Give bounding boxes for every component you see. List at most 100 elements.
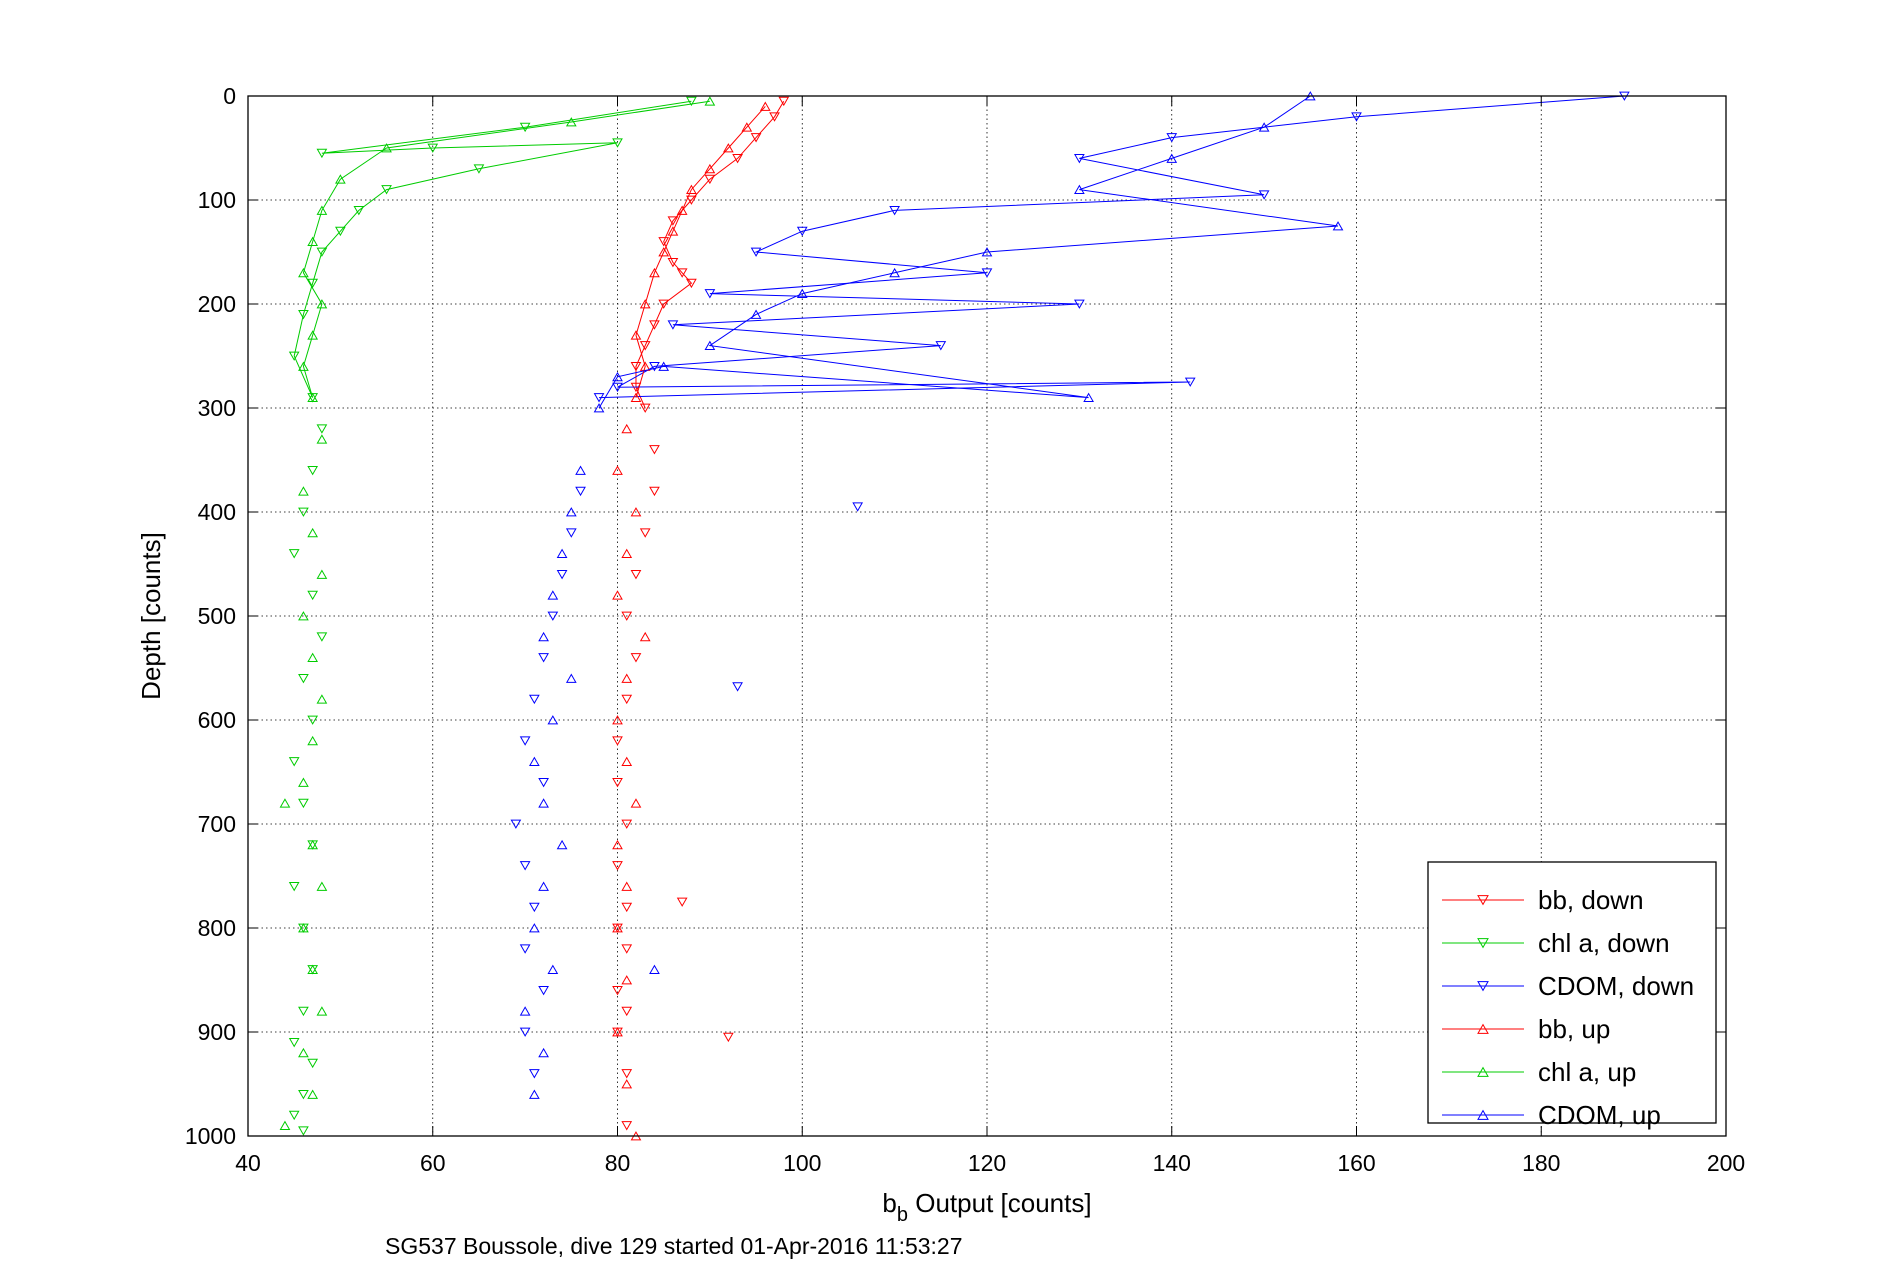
- data-point: [649, 320, 660, 330]
- data-point: [298, 611, 309, 621]
- data-point: [621, 423, 633, 434]
- data-point: [538, 777, 549, 788]
- legend-label: bb, down: [1538, 885, 1644, 915]
- data-point: [288, 1037, 300, 1048]
- data-point: [649, 267, 660, 278]
- data-point: [298, 361, 309, 371]
- data-point: [667, 320, 679, 330]
- data-point: [1074, 299, 1085, 309]
- data-point: [316, 247, 328, 257]
- x-axis-label-main: b: [882, 1188, 896, 1218]
- data-point: [307, 1089, 319, 1099]
- data-point: [298, 267, 309, 278]
- data-point: [547, 611, 559, 621]
- data-point: [288, 549, 300, 559]
- data-point: [621, 548, 633, 559]
- data-point: [621, 673, 633, 683]
- data-point: [1184, 377, 1196, 387]
- series-3: [612, 101, 771, 1141]
- data-point: [565, 117, 577, 127]
- data-point: [639, 341, 651, 351]
- data-point: [732, 153, 743, 164]
- x-tick-label: 80: [605, 1150, 631, 1176]
- data-point: [1332, 221, 1344, 231]
- data-point: [381, 185, 392, 195]
- data-point: [981, 268, 993, 278]
- data-point: [316, 632, 328, 642]
- x-axis-label-rest: Output [counts]: [908, 1188, 1092, 1218]
- data-point: [630, 798, 642, 808]
- data-point: [307, 735, 319, 746]
- y-tick-label: 1000: [185, 1123, 236, 1149]
- legend-marker: [1477, 1023, 1489, 1034]
- data-point: [686, 96, 697, 107]
- data-point: [307, 392, 319, 403]
- data-point: [621, 944, 633, 954]
- data-point: [612, 371, 623, 382]
- legend-marker: [1477, 938, 1489, 949]
- series-line: [635, 100, 785, 409]
- legend-label: bb, up: [1538, 1014, 1610, 1044]
- data-point: [528, 1069, 540, 1079]
- y-tick-label: 200: [198, 291, 236, 317]
- data-point: [528, 694, 540, 705]
- data-point: [750, 309, 762, 319]
- data-point: [316, 424, 328, 434]
- series-line: [302, 100, 710, 398]
- data-point: [519, 861, 531, 871]
- data-point: [307, 839, 319, 850]
- x-tick-label: 140: [1153, 1150, 1191, 1176]
- data-point: [704, 174, 716, 185]
- data-point: [538, 631, 549, 642]
- data-point: [686, 278, 697, 289]
- x-tick-label: 60: [420, 1150, 446, 1176]
- data-point: [704, 163, 716, 174]
- data-point: [676, 205, 688, 215]
- data-point: [519, 122, 531, 133]
- legend-marker: [1477, 981, 1489, 992]
- x-tick-label: 180: [1522, 1150, 1560, 1176]
- data-point: [621, 1079, 633, 1089]
- data-point: [547, 715, 559, 725]
- data-point: [316, 1006, 328, 1016]
- data-point: [307, 236, 319, 247]
- data-point: [686, 184, 697, 195]
- legend-label: chl a, up: [1538, 1057, 1636, 1087]
- data-point: [519, 1006, 531, 1016]
- series-line: [635, 106, 766, 398]
- data-point: [621, 611, 633, 621]
- legend-label: CDOM, down: [1538, 971, 1694, 1001]
- data-point: [316, 148, 328, 159]
- data-point: [316, 694, 328, 704]
- data-point: [353, 205, 365, 216]
- data-point: [381, 143, 392, 153]
- data-point: [1166, 133, 1178, 143]
- data-point: [750, 247, 762, 257]
- data-point: [335, 226, 346, 237]
- data-point: [538, 653, 549, 663]
- data-point: [658, 237, 670, 247]
- x-axis-label: bb Output [counts]: [882, 1188, 1091, 1226]
- data-point: [556, 548, 568, 559]
- data-point: [298, 1126, 309, 1136]
- data-point: [649, 361, 660, 372]
- legend-label: chl a, down: [1538, 928, 1670, 958]
- data-point: [298, 486, 309, 496]
- data-point: [667, 226, 679, 236]
- data-point: [565, 673, 577, 683]
- y-tick-label: 700: [198, 811, 236, 837]
- data-point: [547, 964, 559, 975]
- data-point: [676, 897, 688, 907]
- legend-marker: [1477, 1066, 1489, 1077]
- data-point: [630, 392, 642, 403]
- data-point: [307, 715, 319, 725]
- data-point: [298, 507, 309, 517]
- data-point: [612, 1027, 623, 1037]
- data-point: [593, 393, 605, 403]
- data-point: [612, 861, 623, 871]
- series-4: [279, 96, 716, 1131]
- data-point: [621, 902, 633, 913]
- data-point: [621, 1069, 633, 1079]
- data-point: [1074, 184, 1085, 195]
